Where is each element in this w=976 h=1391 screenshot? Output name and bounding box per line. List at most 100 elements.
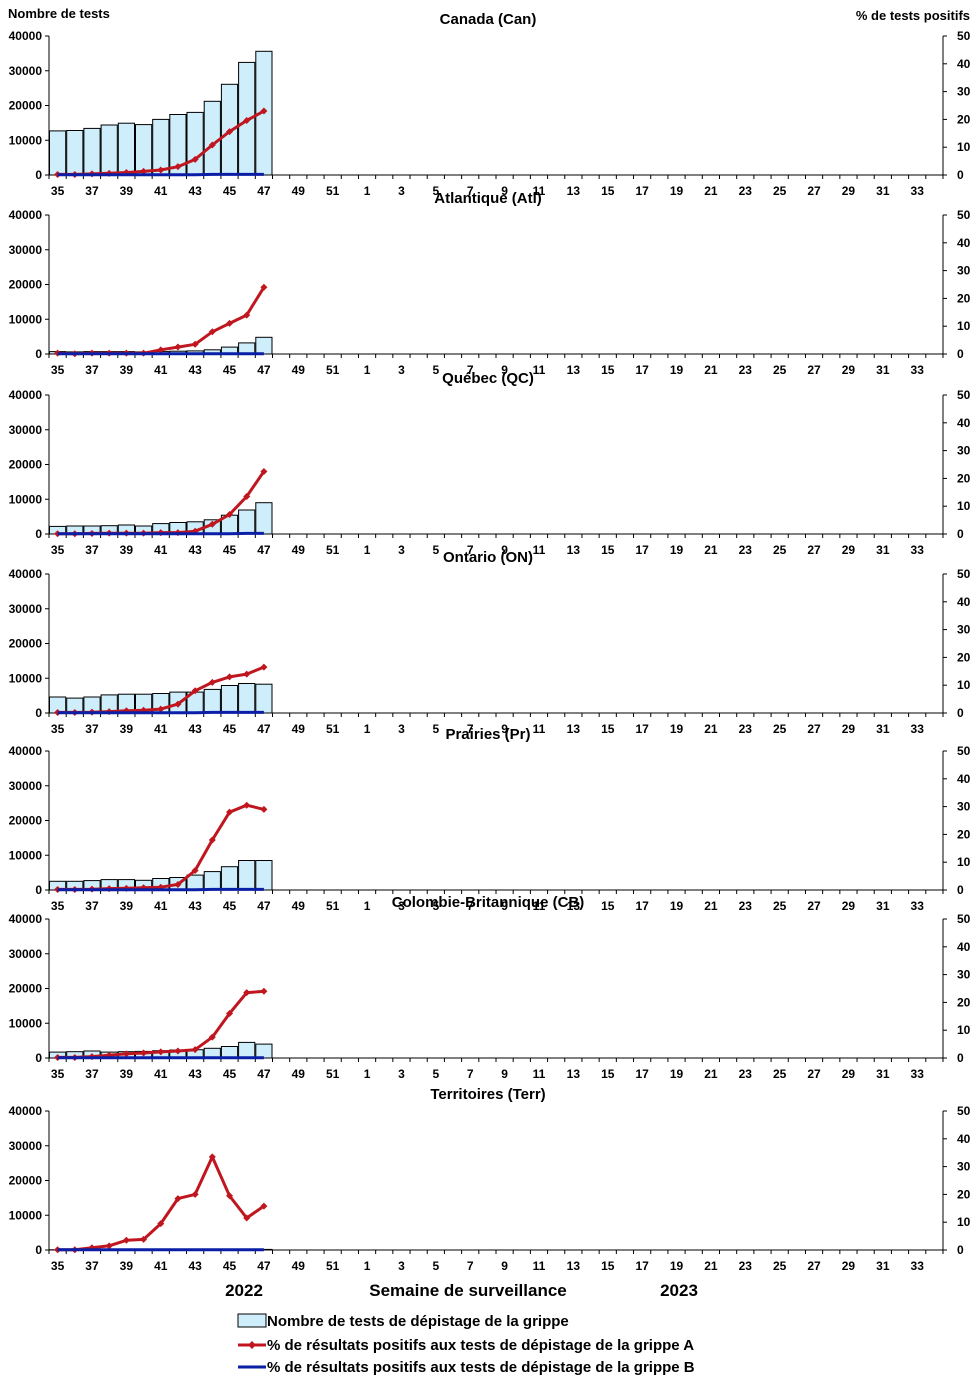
x-tick-label: 21 [704,543,718,557]
bar-wk-47 [255,683,273,714]
x-tick-label: 3 [398,899,405,913]
x-tick-label: 5 [432,1067,439,1081]
x-tick-label: 37 [85,1067,99,1081]
left-tick-label: 0 [35,527,42,541]
x-tick-label: 13 [567,899,581,913]
flu-a-point-wk-44 [208,678,216,686]
x-tick-label: 13 [567,1067,581,1081]
flu-a-point-wk-45 [226,128,234,136]
legend: Nombre de tests de dépistage de la gripp… [237,1313,695,1376]
x-tick-label: 25 [773,543,787,557]
left-tick-label: 30000 [9,947,43,961]
x-tick-label: 29 [842,899,856,913]
x-tick-label: 3 [398,1259,405,1273]
left-tick-label: 20000 [9,278,43,292]
left-tick-label: 10000 [9,492,43,506]
x-tick-label: 1 [364,543,371,557]
flu-a-point-wk-43 [191,867,199,875]
x-tick-label: 9 [501,1259,508,1273]
x-tick-label: 19 [670,722,684,736]
bar-wk-44 [203,688,221,714]
x-tick-label: 43 [188,543,202,557]
left-tick-label: 40000 [9,208,43,222]
flu-a-point-wk-42 [174,1047,182,1055]
x-tick-label: 7 [467,1259,474,1273]
right-tick-label: 20 [957,1187,971,1201]
left-tick-label: 30000 [9,243,43,257]
panels-layer: Canada (Can)0100002000030000400000102030… [9,11,971,1273]
flu-a-point-wk-43 [191,687,199,695]
right-tick-label: 10 [957,1023,971,1037]
x-tick-label: 29 [842,363,856,377]
right-tick-label: 20 [957,112,971,126]
x-tick-label: 5 [432,722,439,736]
x-tick-label: 25 [773,1259,787,1273]
x-tick-label: 23 [739,1259,753,1273]
flu-a-point-wk-46 [243,1214,251,1222]
x-tick-label: 27 [807,899,821,913]
x-tick-label: 3 [398,1067,405,1081]
right-tick-label: 30 [957,444,971,458]
panel-2: Québec (QC) 0 10000 20000 30000 40000 0 10 20 30 4… [9,370,971,557]
x-tick-label: 11 [533,363,546,377]
bar-wk-47 [255,336,273,355]
x-tick-label: 5 [432,363,439,377]
left-tick-label: 20000 [9,637,43,651]
panel-0: Canada (Can) 0 10000 20000 30000 40000 0 10 20 30… [9,11,971,198]
flu-a-point-wk-44 [208,141,216,149]
x-tick-label: 21 [704,1259,718,1273]
x-tick-label: 35 [51,363,65,377]
x-tick-label: 29 [842,722,856,736]
x-tick-label: 23 [739,363,753,377]
flu-a-point-wk-45 [226,511,234,519]
left-tick-label: 40000 [9,29,43,43]
x-tick-label: 17 [635,1259,649,1273]
flu-a-point-wk-44 [208,836,216,844]
x-tick-label: 9 [501,899,508,913]
x-tick-label: 35 [51,184,65,198]
x-tick-label: 51 [326,1067,340,1081]
x-tick-label: 17 [635,1067,649,1081]
right-tick-label: 40 [957,236,971,250]
flu-a-point-wk-45 [226,673,234,681]
x-tick-label: 25 [773,899,787,913]
x-tick-label: 47 [257,363,271,377]
x-tick-label: 19 [670,1067,684,1081]
left-tick-label: 0 [35,1243,42,1257]
x-tick-label: 45 [223,363,237,377]
x-tick-label: 9 [501,363,508,377]
x-tick-label: 25 [773,184,787,198]
right-tick-label: 40 [957,595,971,609]
right-tick-label: 20 [957,471,971,485]
x-tick-label: 19 [670,899,684,913]
left-tick-label: 0 [35,168,42,182]
flu-a-point-wk-44 [208,1153,216,1161]
x-tick-label: 37 [85,363,99,377]
right-tick-label: 10 [957,1215,971,1229]
left-tick-label: 40000 [9,388,43,402]
x-tick-label: 45 [223,1259,237,1273]
left-tick-label: 10000 [9,312,43,326]
x-tick-label: 33 [911,1259,925,1273]
x-tick-label: 37 [85,899,99,913]
right-tick-label: 50 [957,29,971,43]
bar-wk-46 [238,860,256,891]
panel-1: Atlantique (Atl) 0 10000 20000 30000 40000 0 10… [9,190,971,377]
x-tick-label: 17 [635,899,649,913]
x-tick-label: 15 [601,899,615,913]
x-tick-label: 49 [292,722,306,736]
x-tick-label: 51 [326,184,340,198]
legend-label-flu-a: % de résultats positifs aux tests de dép… [267,1337,694,1354]
left-tick-label: 20000 [9,458,43,472]
x-tick-label: 39 [120,899,134,913]
x-tick-label: 1 [364,722,371,736]
flu-a-point-wk-41 [157,705,165,713]
x-tick-label: 35 [51,543,65,557]
left-tick-label: 20000 [9,982,43,996]
right-tick-label: 20 [957,827,971,841]
x-tick-label: 3 [398,363,405,377]
right-tick-label: 20 [957,650,971,664]
x-tick-label: 15 [601,722,615,736]
flu-a-point-wk-41 [157,1048,165,1056]
x-tick-label: 19 [670,543,684,557]
